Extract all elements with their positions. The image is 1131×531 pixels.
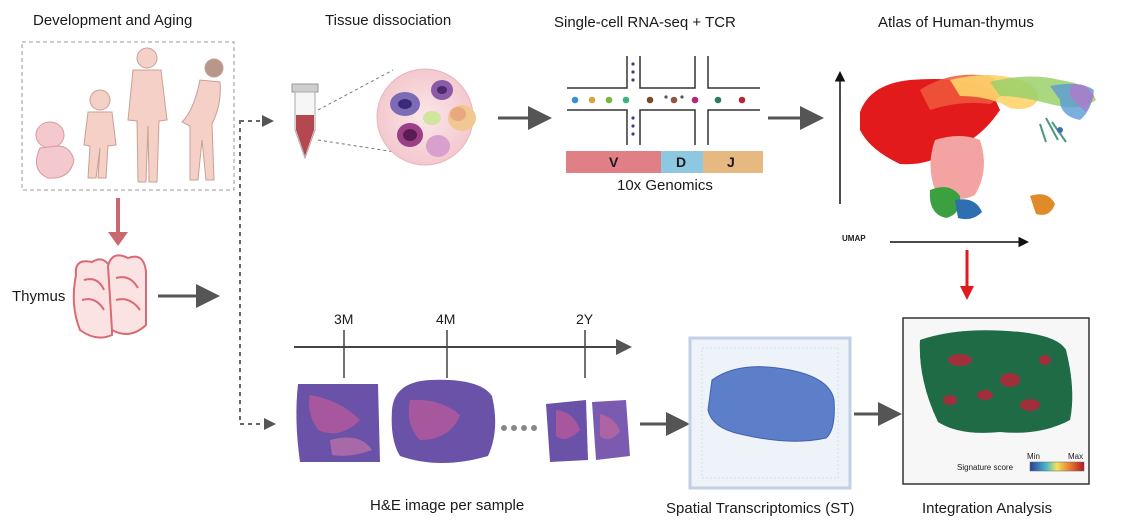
ellipsis-dots bbox=[501, 425, 537, 431]
cell-suspension-circle bbox=[376, 68, 476, 166]
timeline-label-3: 2Y bbox=[576, 311, 594, 327]
zoom-line-bottom bbox=[317, 139, 396, 153]
he-caption: H&E image per sample bbox=[370, 497, 525, 514]
dissociation-title: Tissue dissociation bbox=[325, 12, 452, 29]
timeline-label-2: 4M bbox=[436, 311, 456, 327]
he-image-3m bbox=[296, 384, 380, 462]
red-arrow-head bbox=[960, 286, 974, 300]
adult-figure bbox=[127, 47, 168, 183]
st-caption: Spatial Transcriptomics (ST) bbox=[666, 500, 855, 517]
legend-max: Max bbox=[1068, 452, 1084, 461]
development-box bbox=[21, 41, 235, 191]
thymus-label: Thymus bbox=[12, 288, 66, 305]
thymus-illustration bbox=[72, 254, 147, 339]
d-segment bbox=[661, 151, 703, 173]
legend-min: Min bbox=[1027, 452, 1040, 461]
j-segment bbox=[703, 151, 763, 173]
development-title: Development and Aging bbox=[33, 12, 193, 29]
v-segment-label: V bbox=[609, 154, 619, 170]
tube-icon bbox=[291, 83, 319, 160]
atlas-title: Atlas of Human-thymus bbox=[878, 14, 1034, 31]
pink-arrow-head bbox=[108, 232, 128, 246]
timeline-label-1: 3M bbox=[334, 311, 354, 327]
legend-title: Signature score bbox=[957, 463, 1014, 472]
he-image-4m bbox=[391, 379, 496, 463]
elderly-figure bbox=[181, 58, 224, 181]
platform-label: 10x Genomics bbox=[617, 177, 713, 194]
microfluidic-chip bbox=[567, 56, 760, 145]
umap-plot bbox=[860, 74, 1096, 220]
legend-colorbar bbox=[1029, 461, 1085, 472]
child-figure bbox=[83, 89, 117, 179]
j-segment-label: J bbox=[727, 154, 735, 170]
zoom-line-top bbox=[317, 69, 394, 111]
signature-hotspots bbox=[943, 354, 1051, 411]
droplets bbox=[571, 62, 746, 136]
integration-caption: Integration Analysis bbox=[922, 500, 1053, 517]
v-segment bbox=[566, 151, 661, 173]
d-segment-label: D bbox=[676, 154, 687, 170]
scrna-title: Single-cell RNA-seq + TCR bbox=[554, 14, 736, 31]
fetus-figure bbox=[35, 121, 75, 179]
he-image-2y bbox=[546, 400, 630, 462]
umap-axis-label: UMAP bbox=[842, 234, 866, 243]
st-tissue bbox=[707, 366, 835, 442]
